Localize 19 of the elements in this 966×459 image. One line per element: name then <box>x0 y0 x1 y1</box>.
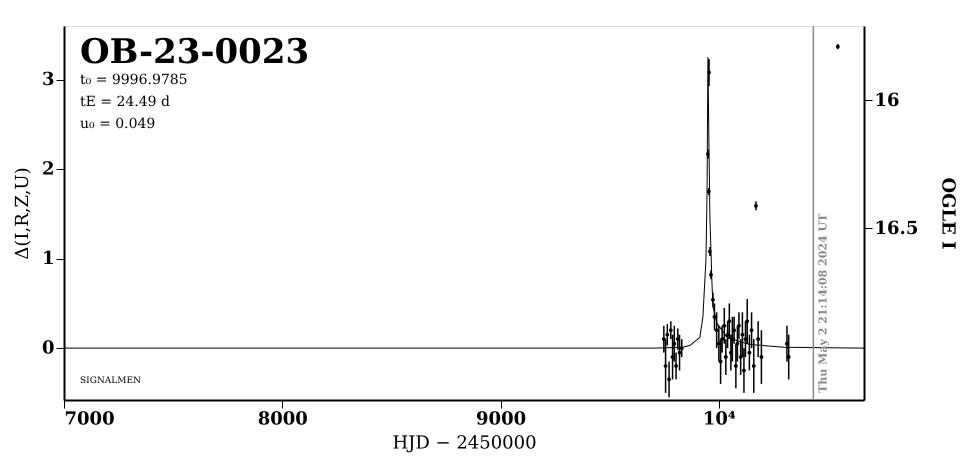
x-tick-label: 7000 <box>64 408 115 430</box>
y2-tick-label: 16 <box>874 90 900 111</box>
x-axis-title: HJD − 2450000 <box>392 432 537 454</box>
y-tick-label: 3 <box>42 69 54 90</box>
x-tick-label: 10⁴ <box>702 408 736 430</box>
y-tick-label: 0 <box>42 338 54 359</box>
annotation: SIGNALMEN <box>80 376 142 386</box>
y2-tick-label: 16.5 <box>874 218 918 239</box>
y-tick-label: 1 <box>42 248 54 270</box>
annotation: tE = 24.49 d <box>80 94 170 110</box>
y2-axis-title: OGLE I <box>937 177 958 250</box>
y-tick-label: 2 <box>42 158 54 180</box>
annotation: u₀ = 0.049 <box>80 116 156 132</box>
y-axis-title: Δ(I,R,Z,U) <box>12 167 33 260</box>
x-tick-label: 8000 <box>258 408 308 430</box>
annotation: t₀ = 9996.9785 <box>80 72 188 88</box>
annotation: Thu May 2 21:14:08 2024 UT <box>816 212 830 393</box>
x-tick-label: 9000 <box>476 408 526 430</box>
chart-title: OB-23-0023 <box>80 32 310 72</box>
